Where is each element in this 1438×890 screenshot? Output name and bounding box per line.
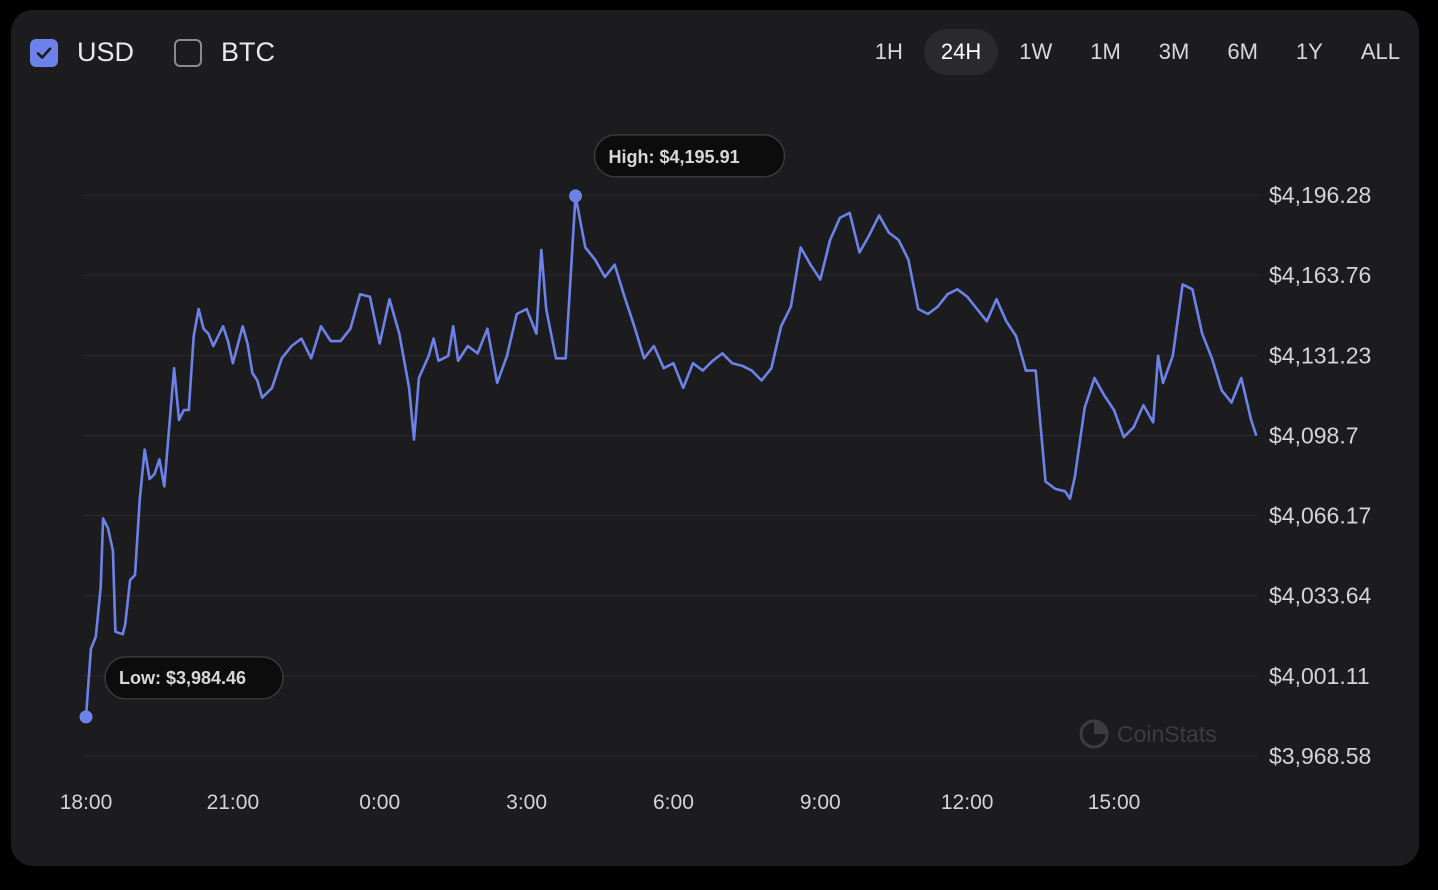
- high-callout-box: [593, 134, 786, 178]
- x-tick-label: 12:00: [941, 791, 994, 814]
- watermark-text: CoinStats: [1117, 721, 1217, 747]
- y-tick-label: $4,033.64: [1269, 583, 1372, 609]
- range-all-button[interactable]: ALL: [1360, 39, 1400, 64]
- range-1h-button[interactable]: 1H: [874, 39, 903, 64]
- x-tick-label: 18:00: [60, 791, 113, 814]
- range-1m-button[interactable]: 1M: [1090, 39, 1121, 64]
- x-tick-label: 15:00: [1088, 791, 1141, 814]
- low-point-marker: [79, 710, 93, 724]
- x-tick-label: 9:00: [800, 791, 841, 814]
- y-tick-label: $4,001.11: [1269, 663, 1370, 689]
- high-callout: High: $4,195.91: [569, 134, 786, 203]
- time-range-selector: 1H 24H 1W 1M 3M 6M 1Y ALL: [854, 29, 1417, 75]
- range-6m-button[interactable]: 6M: [1227, 39, 1258, 64]
- range-24h-button[interactable]: 24H: [923, 29, 999, 75]
- y-tick-label: $4,098.7: [1269, 422, 1359, 448]
- watermark: CoinStats: [1079, 719, 1217, 749]
- high-point-marker: [569, 189, 583, 203]
- low-label: Low: $3,984.46: [119, 668, 246, 688]
- range-1w-button[interactable]: 1W: [1019, 39, 1053, 64]
- checkbox-unchecked-icon[interactable]: [174, 38, 203, 67]
- checkbox-checked-icon[interactable]: [30, 38, 58, 67]
- low-callout-box: [104, 656, 284, 700]
- low-callout: Low: $3,984.46: [79, 656, 284, 724]
- btc-label: BTC: [221, 37, 276, 67]
- x-tick-label: 6:00: [653, 791, 694, 814]
- currency-toggle-group: USD BTC: [30, 37, 315, 68]
- coinstats-logo-icon: [1079, 719, 1109, 749]
- y-tick-label: $4,163.76: [1269, 262, 1371, 288]
- price-series-line: [84, 194, 1258, 719]
- btc-toggle[interactable]: BTC: [174, 37, 275, 68]
- x-axis-labels: 18:00 21:00 0:00 3:00 6:00 9:00 12:00 15:00: [60, 791, 1141, 814]
- usd-toggle[interactable]: USD: [30, 37, 134, 68]
- y-tick-label: $4,131.23: [1269, 342, 1371, 368]
- high-label: High: $4,195.91: [609, 147, 740, 167]
- x-tick-label: 21:00: [207, 791, 260, 814]
- y-tick-label: $4,066.17: [1269, 503, 1371, 529]
- x-tick-label: 0:00: [359, 791, 400, 814]
- range-3m-button[interactable]: 3M: [1158, 39, 1190, 64]
- range-1y-button[interactable]: 1Y: [1295, 39, 1323, 64]
- y-tick-label: $3,968.58: [1269, 743, 1371, 769]
- y-tick-label: $4,196.28: [1269, 182, 1371, 208]
- x-tick-label: 3:00: [506, 791, 547, 814]
- y-axis-labels: $4,196.28 $4,163.76 $4,131.23 $4,098.7 $4,06…: [1269, 182, 1372, 769]
- usd-label: USD: [77, 37, 135, 67]
